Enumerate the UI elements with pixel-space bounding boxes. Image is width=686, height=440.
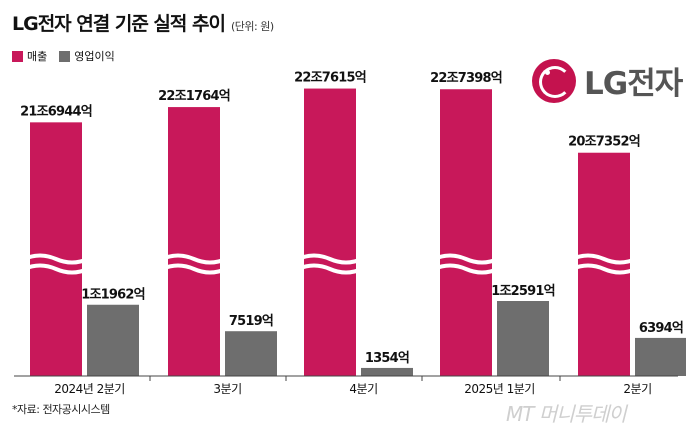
revenue-value-label: 22조7398억 <box>430 71 502 86</box>
axis-break <box>161 263 227 275</box>
lg-logo-icon <box>532 58 576 103</box>
unit-note: (단위: 원) <box>230 20 274 33</box>
lg-logo: LG전자 <box>532 58 683 103</box>
axis-break <box>23 263 89 275</box>
legend-swatch-revenue <box>12 50 23 62</box>
axis-break <box>433 263 499 275</box>
operating-profit-bar <box>635 337 686 376</box>
source-note: *자료: 전자공시시스템 <box>12 403 110 416</box>
revenue-bar <box>30 122 82 377</box>
axis-break <box>571 253 637 265</box>
revenue-value-label: 21조6944억 <box>20 104 92 119</box>
axis-break <box>23 253 89 265</box>
chart-title: LG전자 연결 기준 실적 추이 <box>12 13 226 35</box>
revenue-value-label: 20조7352억 <box>568 135 640 150</box>
axis-break <box>433 253 499 265</box>
operating-profit-bar <box>87 304 139 376</box>
axis-break <box>161 253 227 265</box>
operating-profit-value-label: 6394억 <box>639 321 683 336</box>
revenue-bar <box>168 107 220 377</box>
category-label: 4분기 <box>349 382 377 396</box>
revenue-bar <box>304 88 356 377</box>
operating-profit-value-label: 1354억 <box>365 351 409 366</box>
legend-item-revenue: 매출 <box>12 48 47 64</box>
axis-break <box>297 253 363 265</box>
axis-break <box>571 263 637 275</box>
revenue-value-label: 22조1764억 <box>158 89 230 104</box>
legend: 매출 영업이익 <box>12 48 115 64</box>
title-row: LG전자 연결 기준 실적 추이 (단위: 원) <box>12 9 274 36</box>
axis-break <box>297 263 363 275</box>
category-label: 2024년 2분기 <box>54 382 125 396</box>
category-label: 2025년 1분기 <box>464 382 535 396</box>
legend-label-revenue: 매출 <box>27 50 48 63</box>
revenue-bar <box>440 89 492 376</box>
legend-swatch-operating-profit <box>59 50 71 62</box>
category-label: 2분기 <box>623 382 651 396</box>
operating-profit-value-label: 1조1962억 <box>81 288 145 303</box>
lg-logo-text: LG전자 <box>584 66 683 102</box>
category-label: 3분기 <box>213 382 241 396</box>
operating-profit-value-label: 7519억 <box>229 314 273 329</box>
legend-label-operating-profit: 영업이익 <box>74 50 115 63</box>
operating-profit-bar <box>361 367 413 376</box>
legend-item-operating-profit: 영업이익 <box>59 48 115 64</box>
operating-profit-value-label: 1조2591억 <box>491 284 555 299</box>
operating-profit-bar <box>497 301 549 376</box>
revenue-value-label: 22조7615억 <box>294 71 366 86</box>
operating-profit-bar <box>225 331 277 376</box>
watermark: MT 머니투데이 <box>506 402 627 426</box>
